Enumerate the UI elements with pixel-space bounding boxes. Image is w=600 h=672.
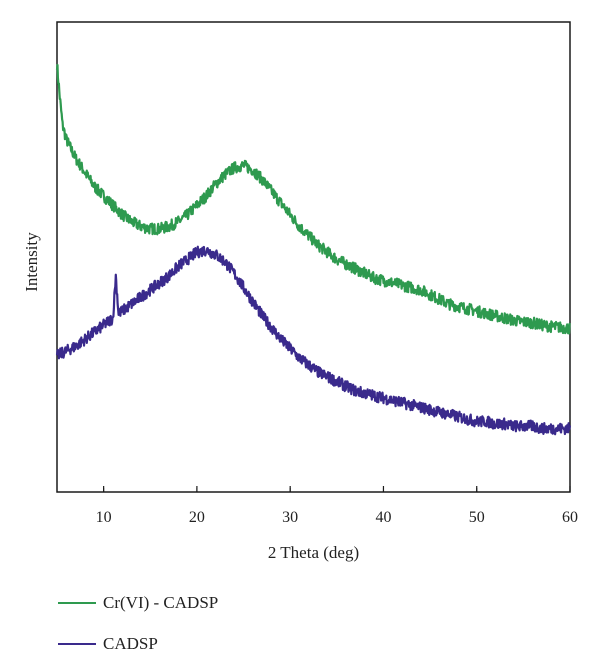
- xrd-chart: 10 20 30 40 50 60 Intensity 2 Theta (deg): [22, 21, 578, 562]
- x-axis-ticks: 10 20 30 40 50 60: [96, 486, 578, 526]
- legend-label-cadsp: CADSP: [103, 634, 158, 653]
- x-axis-label: 2 Theta (deg): [268, 543, 359, 562]
- legend-item-cadsp: CADSP: [58, 631, 218, 657]
- legend-label-cr-cadsp: Cr(VI) - CADSP: [103, 593, 219, 612]
- plot-frame: [56, 21, 571, 493]
- legend-swatch-cadsp: [58, 643, 96, 645]
- y-axis-label: Intensity: [22, 232, 41, 292]
- x-tick-label: 20: [189, 509, 205, 526]
- legend-item-cr-cadsp: Cr(VI) - CADSP: [58, 590, 218, 616]
- x-tick-label: 50: [469, 509, 485, 526]
- legend-swatch-cr-cadsp: [58, 602, 96, 604]
- x-tick-label: 60: [562, 509, 578, 526]
- series-line-cr-cadsp: [55, 63, 571, 335]
- x-tick-label: 30: [282, 509, 298, 526]
- series-line-cadsp: [55, 245, 572, 436]
- x-tick-label: 10: [96, 509, 112, 526]
- legend: Cr(VI) - CADSP CADSP: [58, 590, 218, 672]
- series-layer: [55, 63, 572, 436]
- x-tick-label: 40: [375, 509, 391, 526]
